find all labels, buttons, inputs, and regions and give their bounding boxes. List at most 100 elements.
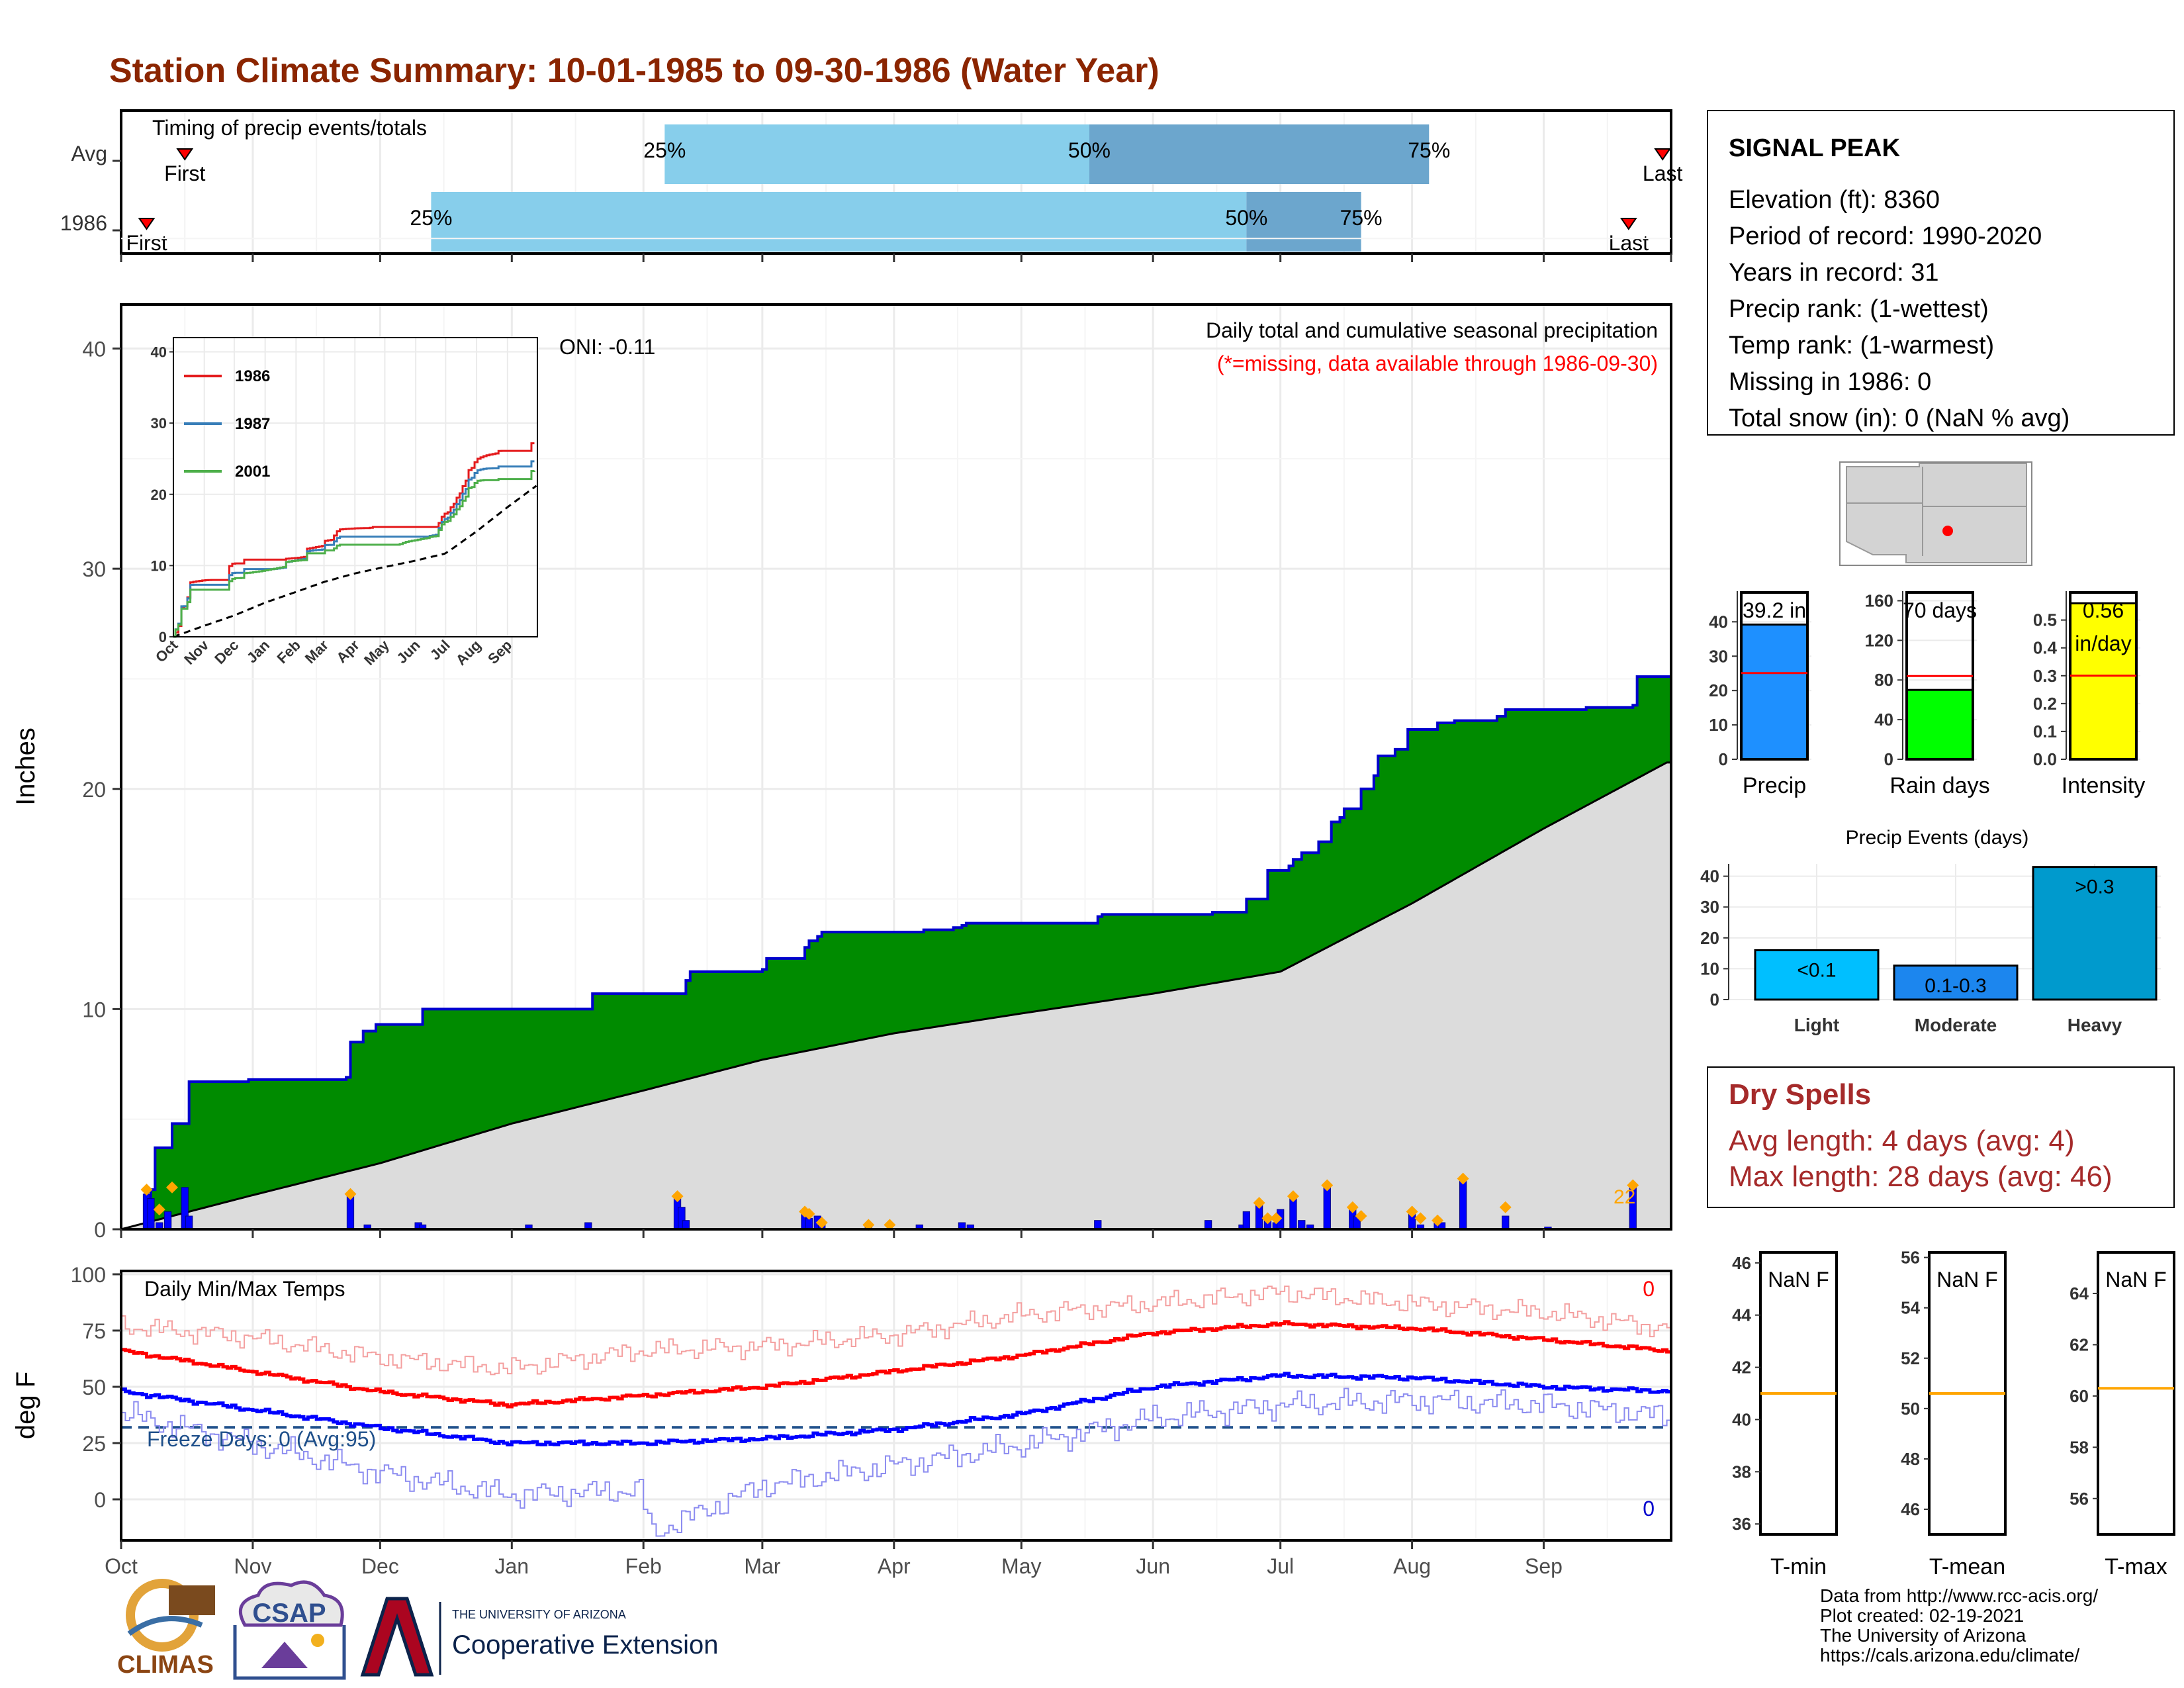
month-tick-label: May (1001, 1554, 1041, 1578)
month-tick-label: Oct (105, 1554, 138, 1578)
temp-frame (120, 1270, 1672, 1542)
daily-precip-marker (153, 1203, 165, 1216)
timing-labels: 25% 50% 75% First Last 25% 50% 75% First Last (126, 138, 1682, 255)
temp-box-name: T-max (2105, 1554, 2167, 1579)
events-y-tick-label: 40 (1700, 867, 1719, 886)
temp-box-value: NaN F (2105, 1268, 2166, 1291)
timing-marker-icon (1619, 218, 1637, 230)
inset-x-tick-label: Jan (244, 637, 273, 666)
timing-quartile-label: 75% (1340, 206, 1383, 230)
daily-min-temp-line (121, 1387, 1671, 1537)
summary-y-tick-label: 0.0 (2033, 749, 2057, 769)
inset-y-tick-label: 20 (151, 487, 167, 503)
credit-data-source: Data from http://www.rcc-acis.org/ (1820, 1585, 2098, 1606)
station-period: Period of record: 1990-2020 (1729, 222, 2042, 250)
daily-precip-marker (815, 1217, 828, 1229)
inset-series-line (173, 460, 535, 638)
inset-y-tick-label: 0 (159, 629, 167, 645)
summary-bar-name: Intensity (2062, 773, 2146, 798)
inset-x-tick-label: Jul (427, 637, 453, 663)
precip-y-tick-label: 40 (82, 338, 106, 361)
inset-x-tick-label: Nov (181, 636, 212, 668)
temp-box-y-tick-label: 44 (1732, 1305, 1751, 1325)
inset-x-tick-label: Mar (302, 637, 332, 667)
csap-mountain-icon (261, 1642, 308, 1668)
daily-precip-marker (803, 1207, 815, 1220)
inset-x-tick-label: Oct (152, 636, 181, 665)
inset-series-line (173, 469, 535, 638)
timing-q25-q50-bar (664, 124, 1089, 184)
csap-wordmark: CSAP (252, 1599, 326, 1628)
temp-box-name: T-min (1770, 1554, 1827, 1579)
daily-precip-marker (1414, 1212, 1427, 1225)
temp-lines (121, 1286, 1671, 1537)
summary-value-unit: in/day (2075, 632, 2131, 655)
temp-box-y-tick-label: 40 (1732, 1409, 1751, 1429)
daily-precip-marker (862, 1219, 875, 1231)
timing-quartile-label: 50% (1068, 138, 1111, 162)
ua-bottom-text: Cooperative Extension (452, 1630, 718, 1660)
summary-y-tick-label: 40 (1709, 612, 1728, 632)
temp-box-y-tick-label: 46 (1901, 1499, 1920, 1519)
average-precip-line (120, 761, 1671, 1231)
temp-y-tick-label: 50 (82, 1376, 106, 1399)
map-borders (1846, 467, 2026, 556)
month-ticks: Oct Nov Dec Jan Feb Mar Apr May Jun Jul Aug Sep (105, 1229, 1563, 1578)
daily-precip-marker (1346, 1201, 1359, 1213)
summary-y-tick-label: 0.3 (2033, 666, 2057, 686)
inset-legend-label: 1987 (235, 415, 270, 433)
events-y-tick-label: 20 (1700, 928, 1719, 948)
temp-y-label: deg F (11, 1372, 40, 1439)
timing-q50-q75-bar (1089, 124, 1430, 184)
summary-bar-charts: 0 10 20 30 40 39.2 in Precip 0 40 80 120 160 70 days… (1709, 590, 2145, 798)
daily-precip-marker (1321, 1179, 1334, 1192)
temp-box-y-tick-label: 56 (2070, 1489, 2089, 1509)
logo-climas: CLIMAS (117, 1579, 215, 1679)
page-title: Station Climate Summary: 10-01-1985 to 0… (109, 52, 1160, 90)
daily-precip-bar (163, 1211, 172, 1230)
timing-frame (120, 109, 1672, 255)
daily-precip-marker (671, 1190, 684, 1203)
missing-note: (*=missing, data available through 1986-… (1217, 352, 1658, 375)
summary-y-tick-label: 0.2 (2033, 694, 2057, 714)
month-tick-label: Apr (878, 1554, 911, 1578)
month-tick-label: Feb (625, 1554, 662, 1578)
timing-marker-label: Last (1643, 162, 1683, 185)
daily-precip-marker (1627, 1179, 1639, 1192)
events-category-label: Moderate (1915, 1015, 1997, 1035)
timing-quartile-label: 25% (410, 206, 452, 230)
precip-y-tick-label: 0 (94, 1218, 106, 1242)
temp-y-ticks: 0 25 50 75 100 (71, 1263, 121, 1512)
max-count-label: 0 (1643, 1277, 1655, 1301)
summary-y-tick-label: 10 (1709, 715, 1728, 735)
timing-quartile-label: 25% (643, 138, 686, 162)
month-tick-label: Jan (495, 1554, 529, 1578)
temp-box-y-tick-label: 54 (1901, 1298, 1920, 1318)
precip-y-ticks: 0 10 20 30 40 (82, 338, 121, 1242)
timing-x-ticks (113, 160, 1672, 262)
temp-box-y-tick-label: 52 (1901, 1348, 1920, 1368)
climas-wave-icon (127, 1616, 203, 1636)
events-y-tick-label: 10 (1700, 959, 1719, 978)
inset-x-tick-label: Apr (333, 637, 363, 667)
timing-marker-icon (176, 148, 194, 161)
csap-sun-icon (311, 1634, 324, 1647)
temp-box-y-tick-label: 38 (1732, 1462, 1751, 1481)
temp-box-y-tick-label: 58 (2070, 1437, 2089, 1457)
month-tick-label: Jul (1267, 1554, 1294, 1578)
ua-top-text: THE UNIVERSITY OF ARIZONA (452, 1608, 626, 1621)
average-min-temp-line (121, 1372, 1671, 1447)
daily-precip-marker (1457, 1172, 1469, 1185)
temp-box-name: T-mean (1929, 1554, 2005, 1579)
precip-y-label: Inches (11, 727, 40, 806)
summary-y-tick-label: 0.5 (2033, 610, 2057, 630)
dry-spells-box: Dry Spells Avg length: 4 days (avg: 4) M… (1707, 1066, 2175, 1208)
csap-cloud-icon (238, 1580, 344, 1627)
credit-url: https://cals.arizona.edu/climate/ (1820, 1645, 2079, 1665)
daily-precip-bar (1459, 1178, 1467, 1230)
temp-panel-label: Daily Min/Max Temps (144, 1277, 345, 1301)
summary-y-tick-label: 20 (1709, 680, 1728, 700)
timing-quartile-label: 75% (1408, 138, 1450, 162)
events-bar-label: 0.1-0.3 (1925, 975, 1986, 997)
precip-panel: 0 10 20 30 40 Inches Daily total and cumulat… (11, 238, 1672, 1242)
